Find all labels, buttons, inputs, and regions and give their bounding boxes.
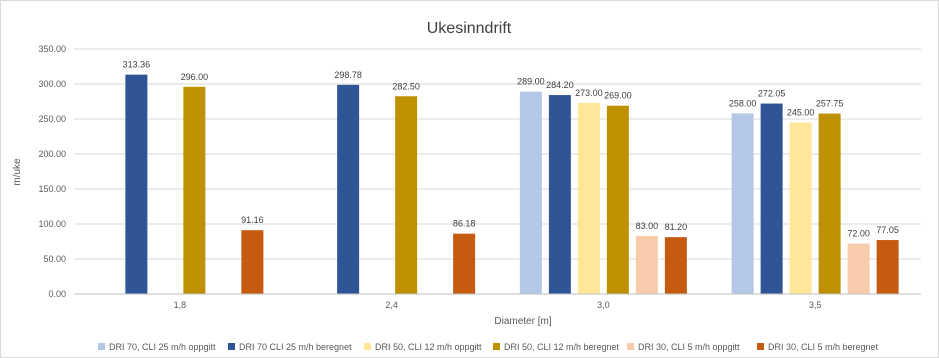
- bar: [183, 86, 206, 294]
- x-tick-label: 3,5: [809, 300, 822, 310]
- bar: [818, 113, 841, 294]
- legend-item: DRI 70 CLI 25 m/h beregnet: [228, 342, 352, 352]
- bar: [664, 237, 687, 294]
- bar: [453, 233, 476, 294]
- bar: [548, 95, 571, 294]
- legend: DRI 70, CLI 25 m/h oppgitt DRI 70 CLI 25 …: [98, 342, 879, 352]
- x-tick-label: 2,4: [385, 300, 398, 310]
- legend-swatch: [228, 343, 235, 350]
- y-tick-label: 0.00: [48, 289, 66, 299]
- data-label: 257.75: [816, 99, 844, 109]
- data-label: 269.00: [604, 91, 632, 101]
- data-label: 313.36: [123, 60, 151, 70]
- legend-label: DRI 50, CLI 12 m/h beregnet: [504, 342, 620, 352]
- data-label: 284.20: [546, 80, 574, 90]
- y-tick-label: 50.00: [43, 254, 66, 264]
- y-tick-label: 150.00: [38, 184, 66, 194]
- legend-swatch: [364, 343, 371, 350]
- y-axis-ticks: 0.00 50.00 100.00 150.00 200.00 250.00 300.00 3…: [38, 44, 66, 299]
- legend-item: DRI 70, CLI 25 m/h oppgitt: [98, 342, 216, 352]
- bar: [577, 102, 600, 295]
- legend-swatch: [493, 343, 500, 350]
- data-label: 258.00: [729, 98, 757, 108]
- bar: [731, 113, 754, 295]
- data-label: 77.05: [876, 225, 899, 235]
- bar: [876, 240, 899, 294]
- bar: [395, 96, 418, 294]
- x-axis-label: Diameter [m]: [494, 316, 551, 327]
- data-label: 282.50: [392, 81, 420, 91]
- y-axis-label: m/uke: [12, 158, 23, 186]
- data-label: 86.18: [453, 219, 476, 229]
- y-tick-label: 100.00: [38, 219, 66, 229]
- bar: [635, 235, 658, 294]
- bar: [519, 91, 542, 294]
- y-tick-label: 200.00: [38, 149, 66, 159]
- data-label: 81.20: [665, 222, 688, 232]
- bar: [337, 84, 360, 294]
- x-tick-label: 1,8: [174, 300, 187, 310]
- data-label: 296.00: [181, 72, 209, 82]
- bar: [847, 243, 870, 294]
- data-label: 272.05: [758, 89, 786, 99]
- data-label: 245.00: [787, 108, 815, 118]
- legend-item: DRI 30, CLI 5 m/h beregnet: [757, 342, 879, 352]
- bars: [125, 74, 899, 295]
- x-axis-ticks: 1,8 2,4 3,0 3,5: [74, 293, 921, 310]
- data-labels: 313.36 296.00 91.16 298.78 282.50 86.18 289.00…: [123, 60, 899, 239]
- data-label: 83.00: [636, 221, 659, 231]
- x-tick-label: 3,0: [597, 300, 610, 310]
- y-tick-label: 250.00: [38, 114, 66, 124]
- legend-label: DRI 30, CLI 5 m/h beregnet: [768, 342, 879, 352]
- data-label: 91.16: [241, 215, 264, 225]
- data-label: 72.00: [847, 229, 870, 239]
- bar: [125, 74, 148, 294]
- legend-label: DRI 30, CLI 5 m/h oppgitt: [638, 342, 740, 352]
- legend-swatch: [98, 343, 105, 350]
- bar: [241, 230, 264, 294]
- legend-swatch: [627, 343, 634, 350]
- bar: [760, 103, 783, 294]
- data-label: 273.00: [575, 88, 603, 98]
- bar: [789, 122, 812, 294]
- y-tick-label: 350.00: [38, 44, 66, 54]
- data-label: 289.00: [517, 77, 545, 87]
- y-tick-label: 300.00: [38, 79, 66, 89]
- data-label: 298.78: [334, 70, 362, 80]
- legend-item: DRI 50, CLI 12 m/h oppgitt: [364, 342, 482, 352]
- legend-item: DRI 30, CLI 5 m/h oppgitt: [627, 342, 740, 352]
- legend-swatch: [757, 343, 764, 350]
- legend-item: DRI 50, CLI 12 m/h beregnet: [493, 342, 620, 352]
- chart-title: Ukesinndrift: [427, 20, 512, 37]
- legend-label: DRI 70, CLI 25 m/h oppgitt: [109, 342, 216, 352]
- bar: [606, 105, 629, 294]
- legend-label: DRI 50, CLI 12 m/h oppgitt: [375, 342, 482, 352]
- legend-label: DRI 70 CLI 25 m/h beregnet: [239, 342, 352, 352]
- gridlines: [74, 48, 921, 295]
